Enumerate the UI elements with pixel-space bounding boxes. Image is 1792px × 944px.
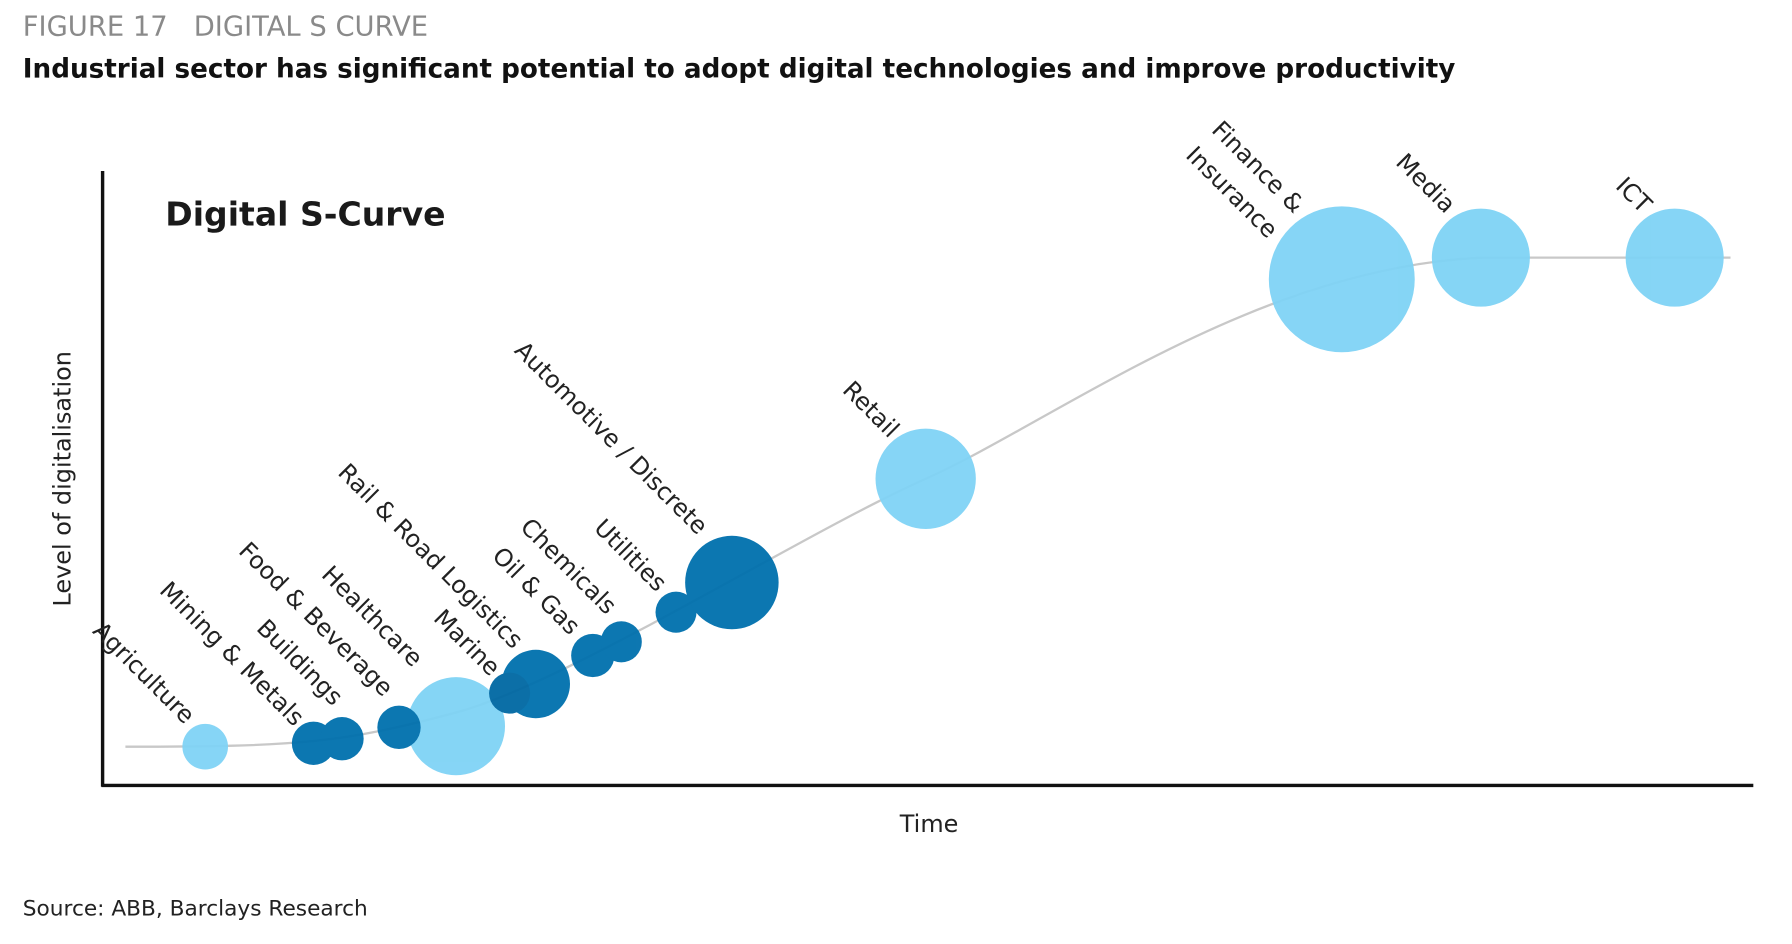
bubble-label: ICT	[1610, 172, 1657, 219]
bubble	[320, 717, 364, 761]
source-note: Source: ABB, Barclays Research	[23, 896, 368, 921]
bubbles	[182, 206, 1724, 776]
figure-content: FIGURE 17 DIGITAL S CURVE Industrial sec…	[23, 11, 1754, 921]
bubble	[685, 535, 779, 630]
bubble	[377, 705, 421, 749]
bubble-label: Automotive / Discrete	[509, 336, 713, 540]
figure-title: Industrial sector has significant potent…	[23, 55, 1456, 85]
bubble-label: Retail	[837, 376, 905, 444]
bubble	[406, 677, 506, 776]
bubble	[1431, 208, 1530, 307]
bubble-label: Media	[1390, 148, 1461, 219]
bubble	[489, 672, 531, 714]
x-axis-label: Time	[899, 810, 959, 838]
bubble	[600, 621, 642, 663]
figure-label: FIGURE 17 DIGITAL S CURVE	[23, 11, 428, 42]
bubble	[655, 591, 697, 633]
y-axis-label: Level of digitalisation	[49, 351, 77, 607]
bubble	[1268, 206, 1415, 353]
diagram-title: Digital S-Curve	[165, 195, 445, 234]
bubble	[1625, 208, 1724, 307]
bubble	[182, 723, 228, 770]
bubble	[875, 428, 976, 529]
